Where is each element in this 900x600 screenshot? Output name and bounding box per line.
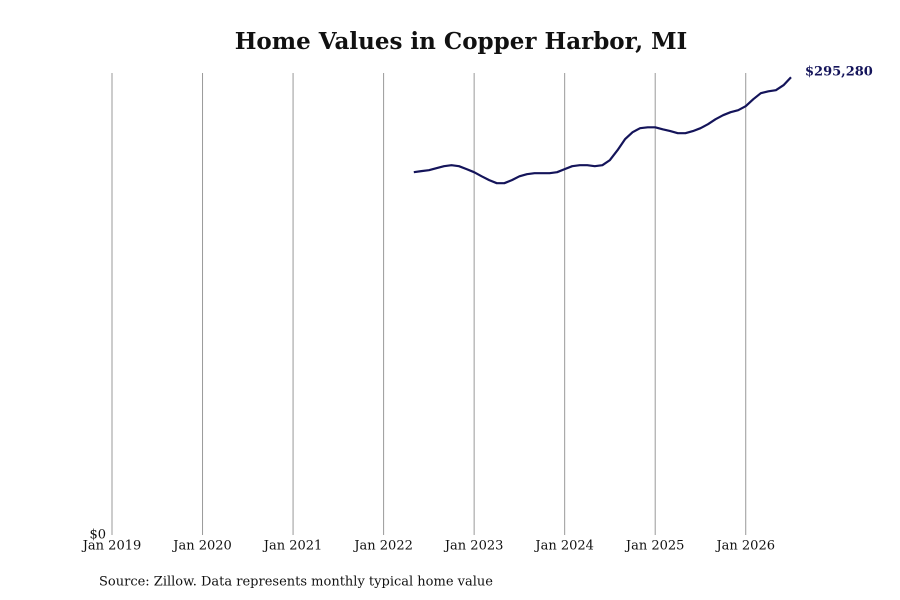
x-tick-label: Jan 2021 <box>262 539 323 554</box>
x-tick-label: Jan 2020 <box>171 539 232 554</box>
x-tick-label: Jan 2025 <box>624 539 685 554</box>
source-note: Source: Zillow. Data represents monthly … <box>99 575 493 590</box>
x-tick-label: Jan 2023 <box>443 539 504 554</box>
value-label: $295,280 <box>805 65 873 80</box>
chart-title: Home Values in Copper Harbor, MI <box>235 28 688 55</box>
x-tick-label: Jan 2019 <box>81 539 142 554</box>
x-tick-label: Jan 2026 <box>714 539 775 554</box>
y-tick-label: $0 <box>89 528 106 543</box>
line-series <box>413 76 792 185</box>
x-tick-label: Jan 2024 <box>533 539 594 554</box>
x-tick-label: Jan 2022 <box>352 539 413 554</box>
